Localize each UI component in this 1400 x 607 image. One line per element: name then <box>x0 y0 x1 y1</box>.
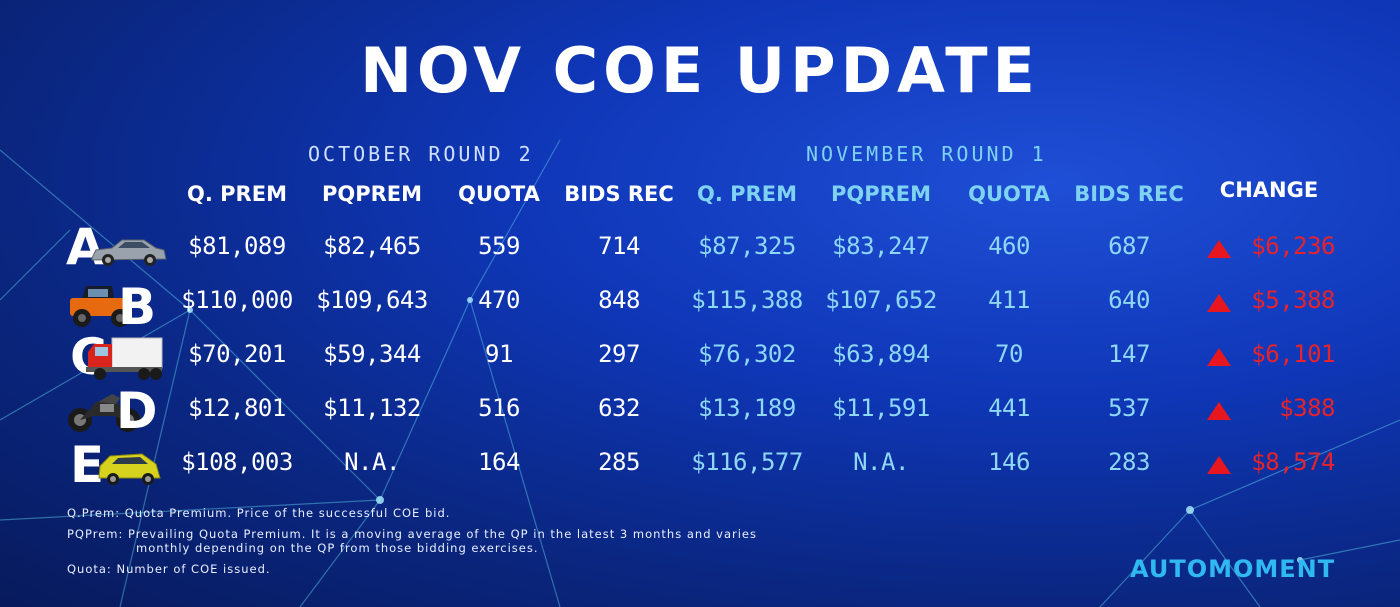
header-bids-rec-oct: BIDS REC <box>564 182 674 206</box>
oct-pqprem: $109,643 <box>316 286 428 314</box>
oct-pqprem: $82,465 <box>323 232 421 260</box>
nov-pqprem: $83,247 <box>832 232 930 260</box>
nov-q-prem: $116,577 <box>691 448 803 476</box>
nov-quota: 460 <box>988 232 1030 260</box>
nov-pqprem: N.A. <box>853 448 909 476</box>
jeep-icon <box>70 286 132 327</box>
oct-q-prem: $12,801 <box>188 394 286 422</box>
page-title: NOV COE UPDATE <box>360 34 1040 107</box>
nov-pqprem: $63,894 <box>832 340 930 368</box>
note-quota: Quota: Number of COE issued. <box>67 562 271 576</box>
oct-q-prem: $108,003 <box>181 448 293 476</box>
footnotes: Q.Prem: Quota Premium. Price of the succ… <box>67 506 757 583</box>
note-pqprem-line2: monthly depending on the QP from those b… <box>136 541 539 555</box>
change-value: $5,388 <box>1251 286 1335 314</box>
oct-bids-rec: 848 <box>598 286 640 314</box>
header-q-prem-oct: Q. PREM <box>187 182 287 206</box>
oct-pqprem: $59,344 <box>323 340 421 368</box>
nov-pqprem: $107,652 <box>825 286 937 314</box>
oct-bids-rec: 297 <box>598 340 640 368</box>
oct-q-prem: $81,089 <box>188 232 286 260</box>
note-pqprem-line1: PQPrem: Prevailing Quota Premium. It is … <box>67 527 757 541</box>
nov-q-prem: $76,302 <box>698 340 796 368</box>
increase-arrow-icon <box>1207 456 1231 474</box>
header-q-prem-nov: Q. PREM <box>697 182 797 206</box>
change-value: $388 <box>1279 394 1335 422</box>
header-bids-rec-nov: BIDS REC <box>1074 182 1184 206</box>
nov-quota: 411 <box>988 286 1030 314</box>
motorcycle-icon <box>68 394 140 432</box>
header-quota-oct: QUOTA <box>458 182 540 206</box>
nov-quota: 146 <box>988 448 1030 476</box>
oct-quota: 91 <box>485 340 513 368</box>
category-letter: B <box>118 278 157 336</box>
change-value: $6,101 <box>1251 340 1335 368</box>
nov-quota: 70 <box>995 340 1023 368</box>
nov-quota: 441 <box>988 394 1030 422</box>
oct-quota: 470 <box>478 286 520 314</box>
header-pqprem-oct: PQPREM <box>321 182 423 206</box>
oct-quota: 516 <box>478 394 520 422</box>
increase-arrow-icon <box>1207 402 1231 420</box>
nov-bids-rec: 147 <box>1108 340 1150 368</box>
round-label-november: NOVEMBER ROUND 1 <box>806 142 1047 166</box>
truck-icon <box>86 337 163 380</box>
oct-bids-rec: 714 <box>598 232 640 260</box>
note-pqprem: PQPrem: Prevailing Quota Premium. It is … <box>67 527 757 555</box>
table-row: B $110,000 $109,643 470 848 $115,388 $10… <box>0 276 1400 336</box>
round-label-october: OCTOBER ROUND 2 <box>308 142 534 166</box>
increase-arrow-icon <box>1207 294 1231 312</box>
table-row: D $12,801 $11,132 516 632 $13,189 $11,59… <box>0 382 1400 440</box>
nov-bids-rec: 640 <box>1108 286 1150 314</box>
nov-bids-rec: 687 <box>1108 232 1150 260</box>
header-pqprem-nov: PQPREM <box>830 182 932 206</box>
oct-quota: 559 <box>478 232 520 260</box>
oct-pqprem: N.A. <box>344 448 400 476</box>
oct-quota: 164 <box>478 448 520 476</box>
change-value: $8,574 <box>1251 448 1335 476</box>
oct-pqprem: $11,132 <box>323 394 421 422</box>
brand-logo: AUTOMOMENT <box>1130 555 1336 583</box>
category-letter: E <box>70 436 105 494</box>
table-row: C $70,201 $59,344 91 297 $76,302 $63,894… <box>0 328 1400 386</box>
oct-q-prem: $110,000 <box>181 286 293 314</box>
nov-pqprem: $11,591 <box>832 394 930 422</box>
nov-q-prem: $13,189 <box>698 394 796 422</box>
sedan-car-icon <box>91 239 167 266</box>
oct-q-prem: $70,201 <box>188 340 286 368</box>
nov-bids-rec: 283 <box>1108 448 1150 476</box>
header-change: CHANGE <box>1219 178 1319 202</box>
change-value: $6,236 <box>1251 232 1335 260</box>
table-row: A $81,089 $82,465 559 714 $87,325 $83,24… <box>0 218 1400 276</box>
header-quota-nov: QUOTA <box>968 182 1050 206</box>
note-qprem: Q.Prem: Quota Premium. Price of the succ… <box>67 506 451 520</box>
increase-arrow-icon <box>1207 240 1231 258</box>
table-row: E $108,003 N.A. 164 285 $116,577 N.A. 14… <box>0 436 1400 494</box>
oct-bids-rec: 285 <box>598 448 640 476</box>
increase-arrow-icon <box>1207 348 1231 366</box>
hatchback-car-icon <box>98 453 161 485</box>
nov-bids-rec: 537 <box>1108 394 1150 422</box>
nov-q-prem: $115,388 <box>691 286 803 314</box>
nov-q-prem: $87,325 <box>698 232 796 260</box>
category-letter: A <box>66 218 105 276</box>
oct-bids-rec: 632 <box>598 394 640 422</box>
category-letter: D <box>116 382 158 440</box>
